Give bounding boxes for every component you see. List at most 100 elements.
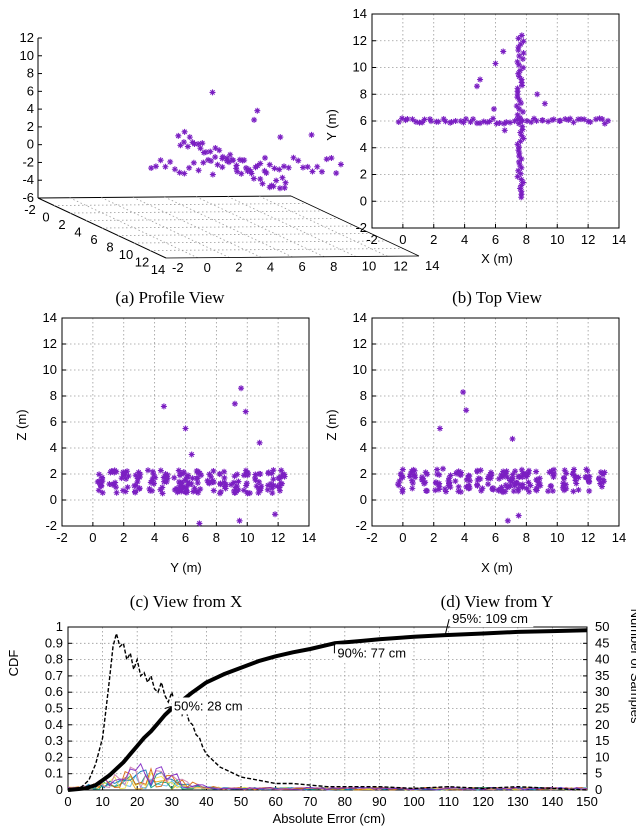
data-point (233, 162, 240, 169)
data-point (181, 170, 188, 177)
data-point (95, 487, 102, 494)
y-tick-label: 0 (204, 260, 211, 275)
data-point (518, 155, 525, 162)
data-point (219, 164, 226, 171)
data-point (513, 103, 520, 110)
y-tick-label: 6 (299, 259, 306, 274)
data-point (598, 483, 605, 490)
data-point (520, 135, 527, 142)
data-point (490, 115, 497, 122)
data-point (209, 89, 216, 96)
data-point (236, 156, 243, 163)
data-point (190, 488, 197, 495)
data-point (424, 487, 431, 494)
data-point (122, 488, 129, 495)
data-point (519, 123, 526, 130)
y-tick-label: 6 (360, 414, 367, 429)
data-point (265, 482, 272, 489)
data-point (175, 132, 182, 139)
data-point (190, 159, 197, 166)
data-point (295, 157, 302, 164)
data-point (227, 151, 234, 158)
data-point (171, 474, 178, 481)
data-point (409, 116, 416, 123)
data-point (584, 467, 591, 474)
data-point (279, 174, 286, 181)
annotation-bg (335, 644, 412, 662)
y-tick-label: 14 (425, 258, 439, 273)
data-point (519, 481, 526, 488)
data-point (495, 487, 502, 494)
plot-frame (61, 317, 310, 527)
data-point (561, 467, 568, 474)
data-point (132, 472, 139, 479)
data-point (278, 473, 285, 480)
data-point (136, 485, 143, 492)
data-point (518, 188, 525, 195)
caption-d: (d) View from Y (441, 592, 554, 611)
data-point (221, 479, 228, 486)
data-point (245, 489, 252, 496)
data-point (592, 116, 599, 123)
y-tick-label: 6 (50, 414, 57, 429)
data-point (440, 116, 447, 123)
top-view-plot: -2 0 2 4 6 8 10 12 14 -2 0 2 4 6 8 10 12 14 X (m) Y (m) (… (324, 6, 626, 307)
y-tick-label: 8 (330, 259, 337, 274)
x-tick-label: 70 (303, 794, 317, 809)
data-point (160, 403, 167, 410)
data-point (504, 517, 511, 524)
data-point (281, 471, 288, 478)
data-point (518, 176, 525, 183)
data-point (548, 482, 555, 489)
caption-b: (b) Top View (452, 288, 542, 307)
data-point (509, 475, 516, 482)
data-point (236, 517, 243, 524)
data-point (212, 145, 219, 152)
data-point (207, 473, 214, 480)
data-point (308, 131, 315, 138)
floor-grid-line (69, 210, 324, 214)
data-point (533, 487, 540, 494)
x-tick-label: 0 (42, 210, 49, 225)
data-point (407, 470, 414, 477)
data-point (270, 183, 277, 190)
data-point (183, 489, 190, 496)
y-tick-label: 0.8 (45, 652, 63, 667)
z-tick-label: 4 (27, 101, 34, 116)
data-point (567, 115, 574, 122)
data-point (157, 486, 164, 493)
x-tick-label: 50 (234, 794, 248, 809)
data-point (152, 163, 159, 170)
data-point (235, 478, 242, 485)
data-point (457, 118, 464, 125)
data-point (276, 166, 283, 173)
z-tick-label: 6 (27, 83, 34, 98)
data-point (466, 477, 473, 484)
data-point (113, 489, 120, 496)
data-point (463, 407, 470, 414)
data-point (455, 483, 462, 490)
data-point (212, 154, 219, 161)
data-point (252, 474, 259, 481)
data-point (516, 161, 523, 168)
data-point (231, 400, 238, 407)
data-point (202, 149, 209, 156)
data-point (234, 168, 241, 175)
data-point (504, 484, 511, 491)
data-point (160, 474, 167, 481)
data-point (243, 469, 250, 476)
y2-tick-label: 40 (595, 652, 609, 667)
data-point (250, 175, 257, 182)
data-point (570, 466, 577, 473)
data-point (270, 467, 277, 474)
data-point (421, 116, 428, 123)
data-point (520, 179, 527, 186)
data-point (191, 485, 198, 492)
data-point (549, 117, 556, 124)
data-point (112, 479, 119, 486)
data-point (162, 471, 169, 478)
data-point (570, 470, 577, 477)
data-point (507, 482, 514, 489)
data-point (520, 64, 527, 71)
data-point (447, 472, 454, 479)
